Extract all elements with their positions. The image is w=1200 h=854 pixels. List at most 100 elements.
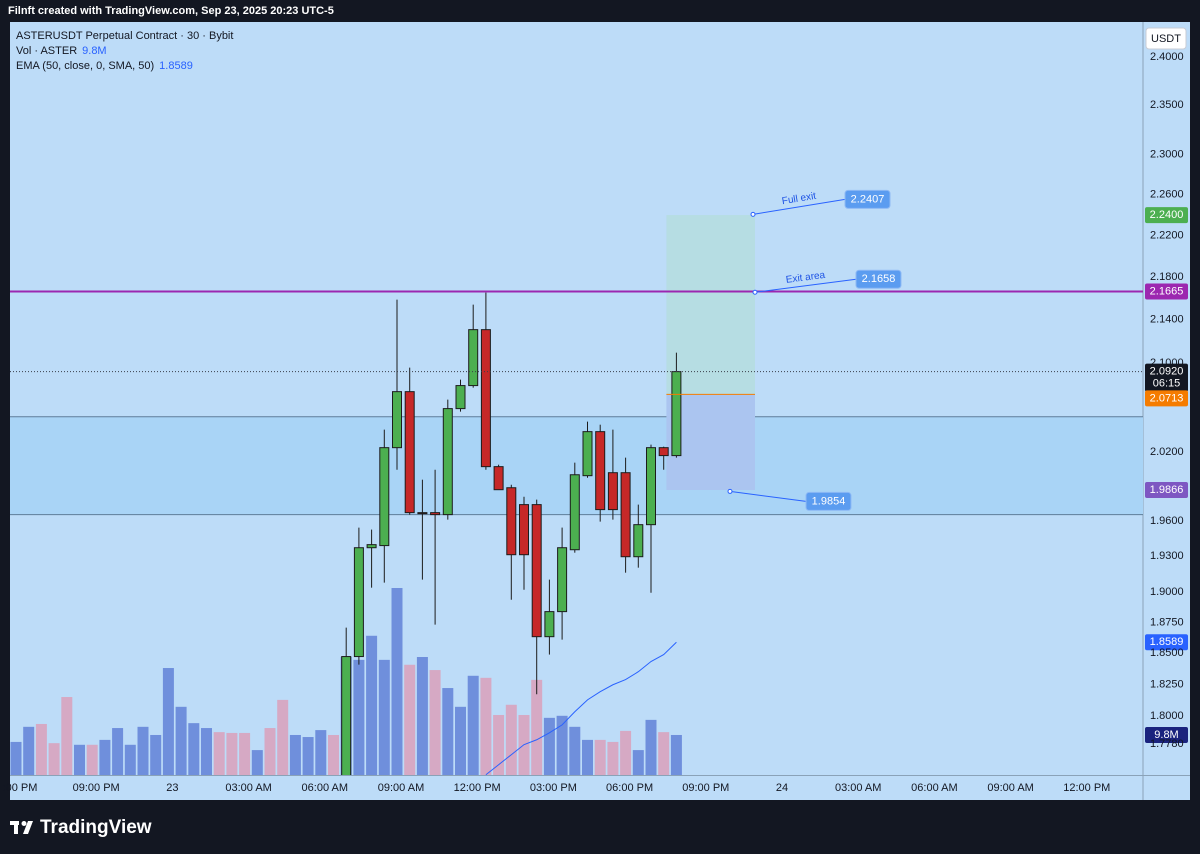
candle-body bbox=[493, 466, 504, 491]
volume-bar bbox=[670, 734, 682, 775]
target-label-box bbox=[1145, 207, 1188, 224]
volume-bar bbox=[582, 739, 593, 775]
callout-line bbox=[752, 198, 846, 215]
volume-bar bbox=[264, 728, 276, 775]
x-tick-label: 12:00 PM bbox=[454, 782, 501, 794]
x-tick-label: 09:00 AM bbox=[378, 782, 424, 794]
volume-label-box bbox=[1145, 726, 1188, 743]
volume-bar bbox=[239, 732, 251, 775]
volume-bar bbox=[353, 659, 365, 775]
volume-bar bbox=[213, 732, 225, 775]
logo-mark bbox=[21, 821, 27, 826]
overlay: Full exit 2.2407 Exit area 2.1658 1.9854 2.24… bbox=[10, 189, 1188, 743]
volume-bar bbox=[315, 730, 327, 775]
last-price-label: 2.0920 bbox=[1150, 366, 1184, 378]
volume-bar bbox=[201, 728, 212, 775]
volume-bar bbox=[226, 732, 238, 775]
ema-last: 1.8589 bbox=[159, 60, 193, 72]
volume-bar bbox=[531, 679, 543, 775]
currency[interactable]: USDT bbox=[1151, 33, 1181, 45]
plot-area bbox=[10, 215, 1143, 775]
volume-bar bbox=[188, 723, 200, 775]
callout-box bbox=[844, 189, 891, 209]
candle-body bbox=[569, 474, 580, 551]
ema-name: EMA (50, close, 0, SMA, 50) bbox=[16, 60, 154, 72]
volume-bar bbox=[480, 677, 492, 775]
volume-bar bbox=[429, 670, 441, 775]
volume-bar bbox=[556, 715, 568, 775]
volume-bar bbox=[645, 719, 657, 775]
candle-body bbox=[557, 547, 568, 613]
y-tick-label: 2.2200 bbox=[1150, 230, 1184, 242]
x-tick-label: 06:00 AM bbox=[302, 782, 348, 794]
ema-legend: EMA (50, close, 0, SMA, 50) 1.8589 bbox=[16, 60, 193, 72]
x-tick-label: 03:00 AM bbox=[225, 782, 271, 794]
candle-body bbox=[480, 329, 491, 468]
logo bbox=[10, 821, 33, 834]
ema-label: 1.8589 bbox=[1150, 636, 1184, 648]
volume-bar bbox=[493, 714, 505, 775]
header-text: Filnft created with TradingView.com, Sep… bbox=[8, 5, 334, 17]
candle-body bbox=[595, 431, 606, 511]
candle-body bbox=[392, 391, 402, 449]
x-tick-label: :00 PM bbox=[3, 782, 38, 794]
logo-mark bbox=[23, 821, 33, 834]
candle-body bbox=[353, 547, 364, 658]
candle-body bbox=[404, 391, 415, 514]
candle-body bbox=[430, 512, 441, 516]
x-tick-label: 09:00 AM bbox=[987, 782, 1033, 794]
candle-body bbox=[455, 385, 466, 410]
volume-label: 9.8M bbox=[1154, 729, 1178, 741]
volume-bar bbox=[289, 734, 301, 775]
volume-bar bbox=[467, 675, 479, 775]
currency-box[interactable] bbox=[1145, 27, 1187, 50]
candle-body bbox=[341, 656, 352, 775]
candle-body bbox=[417, 512, 428, 515]
entry-label-box bbox=[1145, 390, 1188, 407]
callout-value: 2.2407 bbox=[851, 193, 885, 205]
x-tick-label: 06:00 AM bbox=[911, 782, 957, 794]
volume-bar bbox=[61, 697, 73, 775]
symbol-legend: ASTERUSDT Perpetual Contract · 30 · Bybi… bbox=[16, 30, 233, 42]
volume-last: 9.8M bbox=[82, 45, 106, 57]
candle-body bbox=[379, 447, 390, 547]
volume-bar bbox=[594, 739, 606, 775]
candle-body bbox=[620, 472, 631, 558]
candle-body bbox=[506, 487, 517, 556]
y-tick-label: 1.8750 bbox=[1150, 616, 1184, 628]
volume-bar bbox=[150, 734, 162, 775]
volume-bar bbox=[505, 704, 517, 775]
volume-bar bbox=[10, 741, 22, 775]
volume-bar bbox=[569, 726, 581, 775]
x-tick-label: 09:00 PM bbox=[682, 782, 729, 794]
y-tick-label: 2.3000 bbox=[1150, 148, 1184, 160]
volume-bar bbox=[658, 732, 670, 775]
callout-anchor bbox=[750, 211, 756, 217]
volume-bar bbox=[48, 743, 60, 775]
y-tick-label: 1.7780 bbox=[1150, 738, 1184, 750]
logo-mark bbox=[14, 821, 18, 834]
y-tick-label: 2.0200 bbox=[1150, 446, 1184, 458]
callout-text: Full exit bbox=[781, 191, 817, 207]
y-tick-label: 2.1000 bbox=[1150, 357, 1184, 369]
candle-body bbox=[633, 524, 644, 558]
callout-anchor bbox=[727, 488, 733, 494]
volume-bar bbox=[607, 741, 619, 775]
footer-logo: TradingView bbox=[40, 817, 152, 838]
ema-label-box bbox=[1145, 634, 1188, 651]
target-label: 2.2400 bbox=[1150, 209, 1184, 221]
x-tick-label: 03:00 PM bbox=[530, 782, 577, 794]
volume-bar bbox=[391, 588, 403, 775]
callout-text: Exit area bbox=[785, 270, 826, 286]
ema-line bbox=[485, 641, 677, 775]
candle-body bbox=[671, 371, 682, 457]
volume-bar bbox=[404, 664, 416, 775]
stop-label: 1.9866 bbox=[1150, 484, 1184, 496]
x-tick-label: 03:00 AM bbox=[835, 782, 881, 794]
candle-body bbox=[519, 504, 529, 556]
y-tick-label: 1.9300 bbox=[1150, 550, 1184, 562]
x-tick-label: 12:00 PM bbox=[1063, 782, 1110, 794]
x-tick-label: 23 bbox=[166, 782, 178, 794]
volume-bar bbox=[632, 750, 644, 775]
